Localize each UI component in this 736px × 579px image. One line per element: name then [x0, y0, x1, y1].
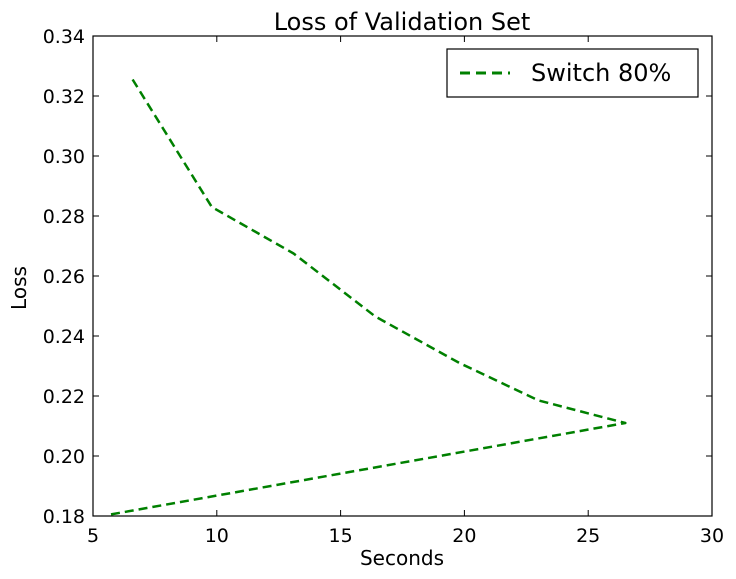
data-point — [458, 362, 460, 364]
x-axis-title: Seconds — [360, 546, 444, 570]
legend-label: Switch 80% — [531, 59, 671, 87]
y-tick-label: 0.34 — [43, 26, 85, 48]
x-tick-label: 30 — [700, 525, 724, 547]
plot-frame — [92, 35, 713, 517]
data-point — [109, 513, 111, 515]
y-tick-label: 0.24 — [43, 326, 85, 348]
data-point — [292, 252, 294, 254]
data-point — [624, 422, 626, 424]
y-tick-label: 0.18 — [43, 506, 85, 528]
y-tick-label: 0.26 — [43, 266, 85, 288]
x-axis-ticks: 5 10 15 20 25 30 — [87, 36, 724, 547]
legend-box — [446, 48, 699, 98]
y-tick-label: 0.28 — [43, 206, 85, 228]
x-tick-label: 25 — [576, 525, 600, 547]
data-point — [131, 78, 133, 80]
y-tick-label: 0.30 — [43, 146, 85, 168]
y-axis-ticks: 0.18 0.20 0.22 0.24 0.26 0.28 0.30 0.32 0.34 — [43, 26, 712, 528]
data-point — [537, 399, 539, 401]
y-tick-label: 0.20 — [43, 446, 85, 468]
legend: Switch 80% — [446, 48, 699, 98]
x-tick-label: 5 — [87, 525, 99, 547]
x-tick-label: 20 — [452, 525, 476, 547]
x-tick-label: 10 — [205, 525, 229, 547]
y-tick-label: 0.32 — [43, 86, 85, 108]
chart-title: Loss of Validation Set — [274, 8, 531, 36]
data-point — [374, 315, 376, 317]
x-tick-label: 15 — [329, 525, 353, 547]
series-line — [110, 78, 627, 516]
y-tick-label: 0.22 — [43, 386, 85, 408]
y-axis-title: Loss — [7, 266, 31, 310]
series-layer — [109, 78, 627, 516]
plot-area — [92, 35, 713, 517]
data-point — [211, 206, 213, 208]
